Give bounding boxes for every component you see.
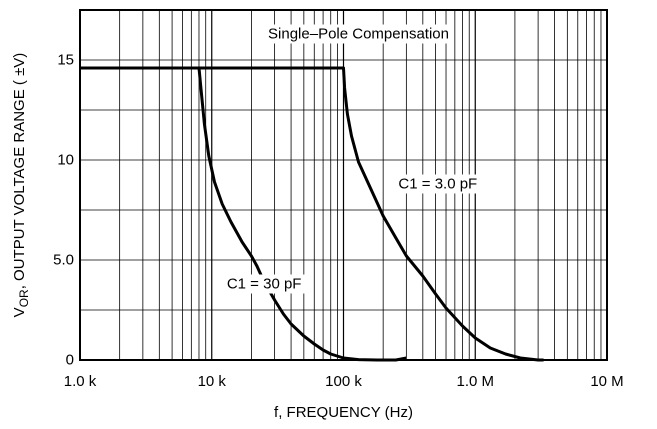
annotation-bg (394, 174, 482, 194)
annotation-bg (264, 24, 453, 44)
y-tick-label: 10 (57, 152, 74, 169)
annotation-label: C1 = 3.0 pF (398, 176, 477, 193)
annotation-3: C1 = 30 pF (222, 274, 306, 294)
x-tick-label: 10 k (198, 373, 227, 390)
y-tick-labels: 0 5.0 10 15 (53, 52, 74, 369)
annotation-2: C1 = 3.0 pF (394, 174, 482, 194)
annotations: Single–Pole Compensation C1 = 3.0 pF C1 = … (222, 24, 482, 294)
y-axis-title-prefix: V (11, 307, 28, 317)
y-tick-label: 15 (57, 52, 74, 69)
x-axis-title: f, FREQUENCY (Hz) (274, 404, 413, 421)
y-tick-label: 0 (66, 352, 74, 369)
x-tick-label: 100 k (325, 373, 362, 390)
y-tick-label: 5.0 (53, 252, 74, 269)
plot-frame (79, 9, 608, 361)
series-line-2 (80, 66, 544, 362)
x-tick-label: 10 M (590, 373, 623, 390)
series-line-1 (80, 66, 407, 362)
y-axis-title: VOR, OUTPUT VOLTAGE RANGE ( ±V) (11, 53, 31, 318)
series-layer (80, 66, 544, 362)
grid (80, 10, 607, 360)
x-tick-label: 1.0 k (64, 373, 97, 390)
y-axis-title-subscript: OR (17, 289, 31, 307)
x-tick-label: 1.0 M (456, 373, 494, 390)
annotation-label: Single–Pole Compensation (268, 26, 449, 43)
x-tick-labels: 1.0 k 10 k 100 k 1.0 M 10 M (64, 373, 624, 390)
annotation-label: C1 = 30 pF (227, 276, 302, 293)
annotation-1: Single–Pole Compensation (264, 24, 453, 44)
annotation-bg (222, 274, 306, 294)
y-axis-title-rest: , OUTPUT VOLTAGE RANGE ( ±V) (11, 53, 28, 290)
